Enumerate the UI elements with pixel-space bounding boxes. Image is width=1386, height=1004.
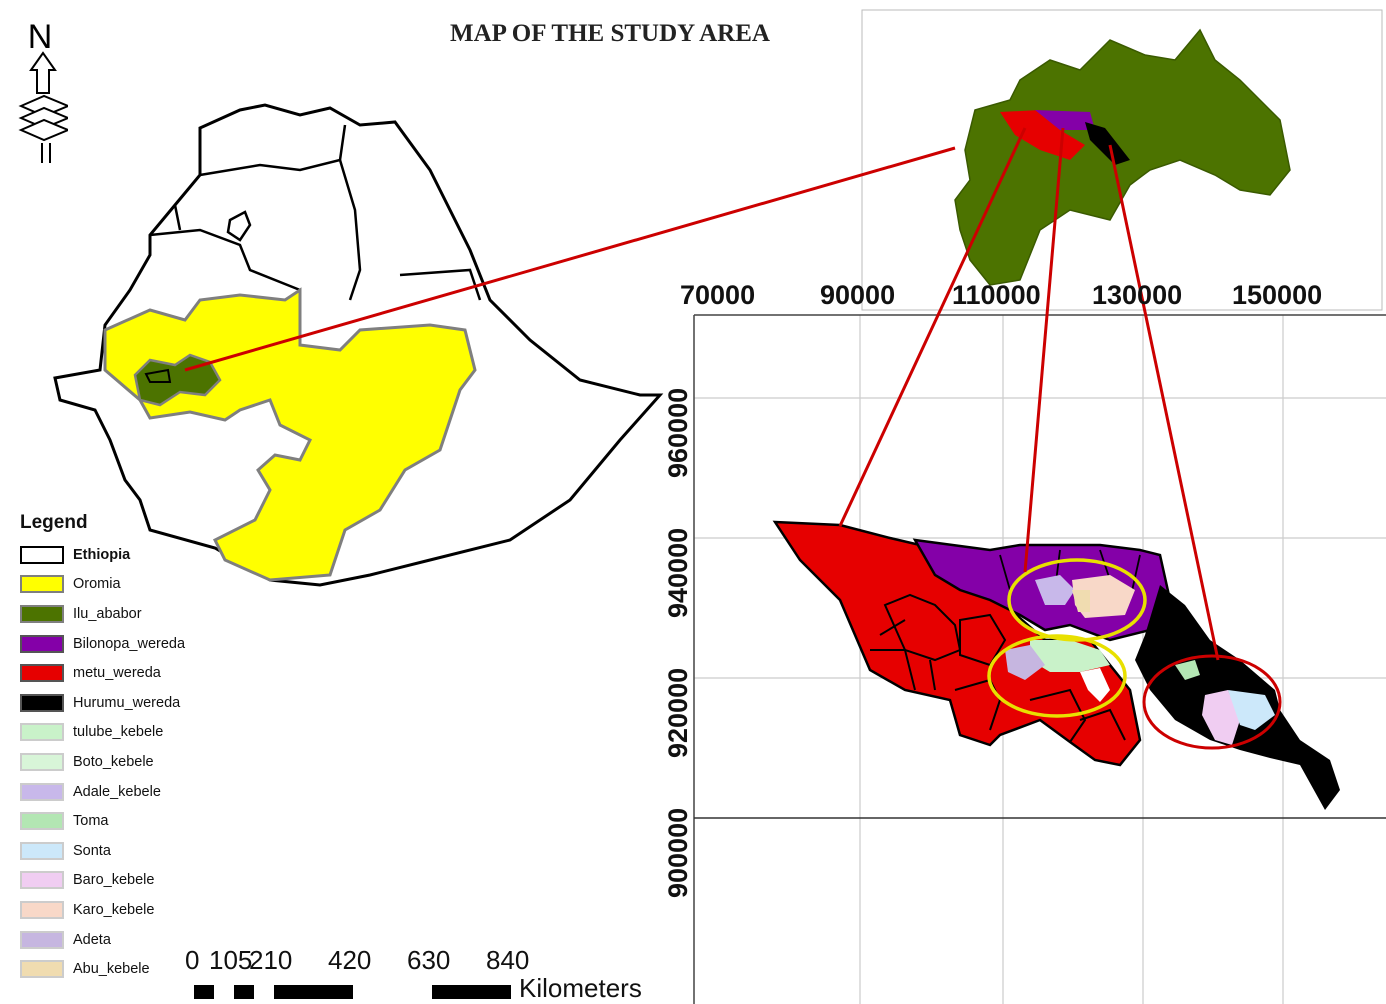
legend-item: Ethiopia xyxy=(20,540,260,570)
grid-x-label-3: 110000 xyxy=(952,280,1041,310)
legend-item: Baro_kebele xyxy=(20,866,260,896)
legend-swatch xyxy=(20,575,64,594)
scale-bar: 0 105 210 420 630 840 Kilometers xyxy=(185,945,685,1004)
legend-label: Ethiopia xyxy=(73,546,131,563)
legend-item: tulube_kebele xyxy=(20,718,260,748)
grid-x-label-5: 150000 xyxy=(1232,280,1323,310)
scale-unit: Kilometers xyxy=(519,973,642,1003)
highlight-ellipse-metu xyxy=(987,634,1127,718)
adeta-kebele xyxy=(1005,645,1045,680)
legend-swatch xyxy=(20,812,64,831)
grid-y-label-3: 920000 xyxy=(663,667,693,758)
scale-tick-210: 210 xyxy=(249,945,293,975)
grid-y-label-2: 940000 xyxy=(663,527,693,618)
legend-swatch xyxy=(20,782,64,801)
legend-item: Abu_kebele xyxy=(20,954,260,984)
legend-swatch xyxy=(20,693,64,712)
inset-bilonopa xyxy=(1035,110,1095,130)
legend-label: Boto_kebele xyxy=(73,753,154,770)
baro-kebele xyxy=(1202,690,1240,745)
legend-item: Bilonopa_wereda xyxy=(20,629,260,659)
legend-label: Hurumu_wereda xyxy=(73,694,181,711)
scale-tick-420: 420 xyxy=(328,945,372,975)
boto-kebele xyxy=(1080,668,1110,702)
legend-swatch xyxy=(20,634,64,653)
scale-tick-105: 105 xyxy=(209,945,253,975)
sonta-kebele xyxy=(1228,690,1275,730)
legend-label: Baro_kebele xyxy=(73,872,155,889)
scale-tick-840: 840 xyxy=(486,945,530,975)
legend-item: Boto_kebele xyxy=(20,747,260,777)
legend-label: Ilu_ababor xyxy=(73,605,142,622)
legend-item: metu_wereda xyxy=(20,658,260,688)
scale-segment xyxy=(432,985,511,999)
legend-item: Toma xyxy=(20,806,260,836)
abu-kebele xyxy=(1072,590,1090,612)
grid-y-label-4: 900000 xyxy=(663,807,693,898)
grid-x-label-4: 130000 xyxy=(1092,280,1183,310)
legend-label: Abu_kebele xyxy=(73,961,150,978)
legend-swatch xyxy=(20,900,64,919)
scale-segment xyxy=(234,985,254,999)
grid-x-label-1: 70000 xyxy=(680,280,756,310)
legend-label: Oromia xyxy=(73,576,121,593)
legend-item: Oromia xyxy=(20,570,260,600)
legend-swatch xyxy=(20,841,64,860)
legend-swatch xyxy=(20,604,64,623)
legend-swatch xyxy=(20,752,64,771)
legend-title: Legend xyxy=(20,512,88,533)
legend-label: Karo_kebele xyxy=(73,901,155,918)
highlight-ellipse-hurumu xyxy=(1142,654,1282,750)
highlight-ellipse-bilonopa xyxy=(1007,558,1147,642)
inset-hurumu xyxy=(1085,122,1130,165)
legend-swatch xyxy=(20,664,64,683)
legend: Legend Ethiopia Oromia Ilu_ababor Bilonopa_… xyxy=(20,512,260,984)
scale-segment xyxy=(274,985,353,999)
legend-label: Adeta xyxy=(73,931,111,948)
grid-x-label-2: 90000 xyxy=(820,280,896,310)
grid-y-label-1: 960000 xyxy=(663,387,693,478)
legend-label: Sonta xyxy=(73,842,111,859)
north-arrow-icon: N xyxy=(18,18,68,163)
legend-item: Adeta xyxy=(20,925,260,955)
adale-kebele xyxy=(1035,575,1075,605)
legend-item: Hurumu_wereda xyxy=(20,688,260,718)
north-label: N xyxy=(28,18,53,56)
legend-label: tulube_kebele xyxy=(73,724,164,741)
scale-segment xyxy=(194,985,214,999)
inset-metu xyxy=(1000,110,1085,160)
legend-swatch xyxy=(20,960,64,979)
legend-swatch xyxy=(20,723,64,742)
region-boundaries xyxy=(149,124,482,301)
tulube-kebele xyxy=(1030,640,1110,672)
legend-label: Toma xyxy=(73,813,109,830)
legend-item: Sonta xyxy=(20,836,260,866)
legend-label: Adale_kebele xyxy=(73,783,161,800)
metu-kebele-boundaries xyxy=(870,593,1126,743)
legend-label: Bilonopa_wereda xyxy=(73,635,186,652)
legend-item: Karo_kebele xyxy=(20,895,260,925)
legend-item: Adale_kebele xyxy=(20,777,260,807)
toma-kebele xyxy=(1175,660,1200,680)
map-title: MAP OF THE STUDY AREA xyxy=(450,20,770,47)
legend-item: Ilu_ababor xyxy=(20,599,260,629)
scale-tick-0: 0 xyxy=(185,945,200,975)
legend-swatch xyxy=(20,871,64,890)
scale-tick-630: 630 xyxy=(407,945,451,975)
connector-lines xyxy=(184,127,1220,661)
legend-swatch xyxy=(20,545,64,564)
legend-swatch xyxy=(20,930,64,949)
legend-label: metu_wereda xyxy=(73,665,161,682)
